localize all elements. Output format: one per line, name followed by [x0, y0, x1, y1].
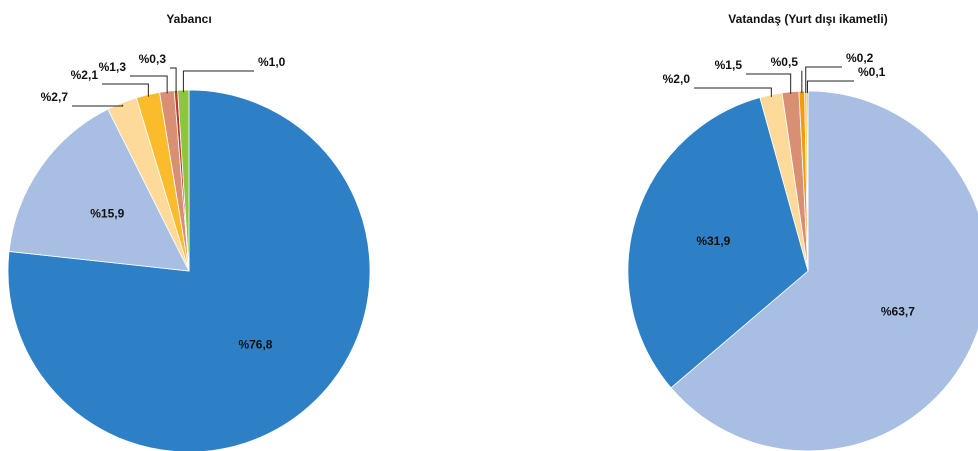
data-label: %0,3	[139, 52, 167, 66]
data-label: %15,9	[90, 206, 124, 220]
pie-slice	[670, 90, 978, 451]
data-label: %63,7	[881, 305, 915, 319]
leader-line	[72, 104, 124, 107]
data-label: %1,5	[715, 58, 743, 72]
data-label: %2,7	[41, 90, 69, 104]
data-label: %76,8	[238, 337, 272, 351]
data-label: %31,9	[696, 234, 730, 248]
data-label: %2,0	[663, 72, 691, 86]
data-label: %2,1	[71, 68, 99, 82]
data-label: %1,0	[258, 55, 286, 69]
data-label: %0,1	[858, 65, 886, 79]
leader-line	[694, 87, 772, 97]
leader-line	[746, 73, 792, 94]
leader-line	[182, 70, 254, 93]
leader-line	[805, 66, 842, 94]
leader-line	[130, 75, 168, 94]
data-label: %0,2	[846, 51, 874, 65]
pie-slice	[7, 89, 371, 451]
leader-line	[806, 80, 854, 94]
leader-line	[170, 67, 177, 93]
data-label: %0,5	[771, 55, 799, 69]
data-label: %1,3	[99, 60, 127, 74]
leader-line	[102, 83, 149, 97]
chart-title: Yabancı	[166, 12, 211, 26]
pie-slice	[8, 108, 190, 272]
chart-title: Vatandaş (Yurt dışı ikametli)	[728, 12, 887, 26]
pie-slice	[627, 97, 809, 389]
